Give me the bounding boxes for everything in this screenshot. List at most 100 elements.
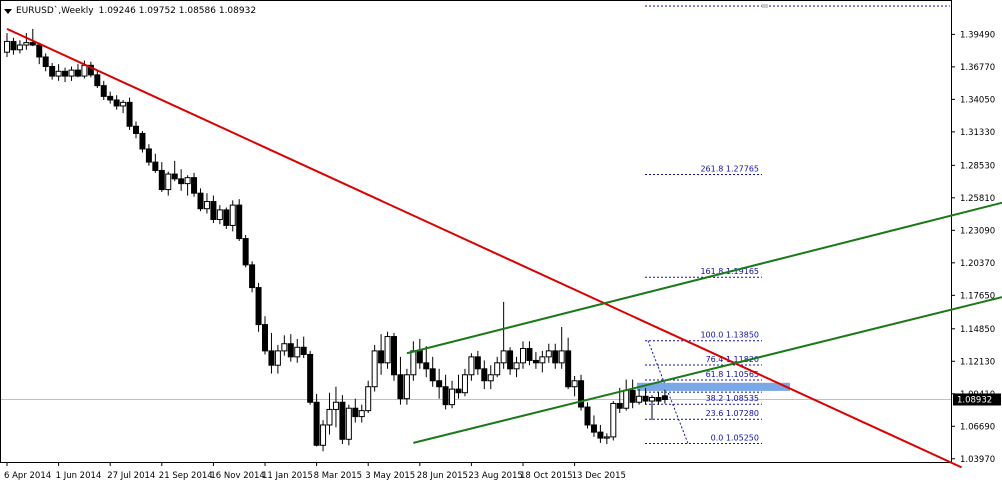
candle[interactable] (107, 91, 114, 104)
candle[interactable] (294, 338, 301, 363)
candle[interactable] (229, 200, 236, 232)
candle[interactable] (371, 344, 378, 392)
candle[interactable] (120, 99, 127, 114)
candle[interactable] (436, 368, 443, 399)
candle[interactable] (307, 350, 314, 405)
candle[interactable] (487, 365, 494, 390)
candle[interactable] (345, 404, 352, 446)
candle[interactable] (55, 64, 62, 81)
candle[interactable] (378, 334, 385, 375)
candle[interactable] (661, 389, 668, 404)
candle[interactable] (358, 404, 365, 423)
candle[interactable] (332, 386, 339, 428)
candle[interactable] (300, 336, 307, 359)
candle[interactable] (513, 356, 520, 378)
candle[interactable] (62, 67, 69, 83)
channel-upper-line[interactable] (406, 201, 1002, 355)
candle[interactable] (397, 356, 404, 405)
candle[interactable] (481, 360, 488, 390)
candle[interactable] (526, 341, 533, 366)
channel-lower-line[interactable] (413, 296, 1002, 444)
candle[interactable] (642, 387, 649, 405)
candle[interactable] (287, 334, 294, 362)
candle[interactable] (442, 374, 449, 410)
candle[interactable] (423, 346, 430, 378)
candle[interactable] (391, 332, 397, 381)
candle[interactable] (384, 331, 391, 369)
candle[interactable] (597, 424, 604, 443)
candle[interactable] (539, 350, 546, 373)
candle[interactable] (242, 234, 249, 268)
candle[interactable] (100, 80, 107, 100)
candle[interactable] (274, 344, 281, 374)
candle[interactable] (268, 332, 275, 374)
candle[interactable] (636, 389, 643, 405)
candle[interactable] (461, 368, 468, 397)
candle[interactable] (429, 356, 436, 387)
candle[interactable] (139, 131, 146, 153)
candle[interactable] (42, 53, 49, 72)
candle[interactable] (178, 169, 185, 191)
scroll-handle[interactable] (762, 4, 768, 8)
candle[interactable] (313, 393, 320, 447)
candle[interactable] (74, 64, 81, 78)
candle[interactable] (262, 316, 268, 355)
candle[interactable] (36, 42, 43, 65)
candle[interactable] (133, 121, 139, 139)
candle[interactable] (449, 380, 456, 409)
candle[interactable] (590, 415, 597, 437)
candle[interactable] (197, 188, 204, 212)
candle[interactable] (10, 37, 17, 55)
candle[interactable] (532, 352, 539, 369)
candle[interactable] (165, 171, 172, 196)
candle[interactable] (216, 205, 223, 225)
candle[interactable] (184, 175, 191, 196)
candle[interactable] (158, 162, 165, 192)
candle[interactable] (610, 401, 617, 441)
chevron-down-icon[interactable] (4, 8, 12, 14)
candle[interactable] (629, 379, 636, 409)
candle[interactable] (171, 160, 178, 182)
candle[interactable] (203, 193, 210, 214)
candle[interactable] (500, 301, 507, 369)
candle[interactable] (468, 353, 475, 381)
candle[interactable] (494, 356, 501, 378)
candle[interactable] (255, 282, 262, 332)
resistance-zone[interactable] (637, 382, 790, 391)
candle[interactable] (249, 261, 256, 293)
downtrend-line[interactable] (6, 27, 963, 469)
candle[interactable] (23, 33, 30, 50)
candle[interactable] (16, 40, 23, 54)
candle[interactable] (558, 326, 565, 369)
candle[interactable] (649, 395, 655, 421)
candle[interactable] (236, 199, 243, 241)
candle[interactable] (552, 343, 559, 369)
candle[interactable] (210, 195, 217, 224)
candle[interactable] (520, 341, 526, 369)
candle[interactable] (68, 66, 75, 81)
candle[interactable] (352, 398, 359, 423)
candle[interactable] (113, 95, 120, 110)
candle[interactable] (29, 28, 36, 47)
candle[interactable] (191, 172, 198, 197)
candle[interactable] (326, 392, 333, 435)
candle[interactable] (578, 374, 585, 411)
candle[interactable] (87, 61, 94, 78)
candle[interactable] (281, 335, 288, 356)
candle[interactable] (152, 153, 159, 173)
candle[interactable] (655, 391, 662, 405)
candle[interactable] (145, 144, 152, 166)
candle[interactable] (320, 420, 327, 452)
candle[interactable] (4, 33, 10, 57)
candle[interactable] (339, 395, 346, 445)
candle[interactable] (455, 374, 462, 399)
candle[interactable] (126, 97, 133, 130)
candle[interactable] (474, 350, 481, 375)
candle[interactable] (565, 337, 572, 390)
candle[interactable] (49, 62, 56, 80)
candle[interactable] (603, 433, 610, 445)
candle[interactable] (223, 207, 230, 230)
candle[interactable] (94, 70, 101, 89)
